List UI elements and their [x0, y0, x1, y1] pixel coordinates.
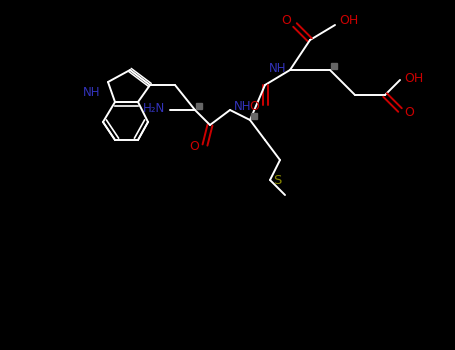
Text: NH: NH — [234, 99, 252, 112]
Text: O: O — [281, 14, 291, 28]
Text: O: O — [249, 100, 259, 113]
Bar — [196, 103, 202, 109]
Bar — [331, 63, 337, 69]
Text: NH: NH — [268, 62, 286, 75]
Text: H₂N: H₂N — [143, 102, 165, 114]
Text: O: O — [404, 105, 414, 119]
Text: S: S — [273, 174, 281, 187]
Text: O: O — [189, 140, 199, 154]
Bar — [251, 113, 257, 119]
Text: OH: OH — [404, 71, 423, 84]
Text: NH: NH — [82, 85, 100, 98]
Text: OH: OH — [339, 14, 358, 28]
